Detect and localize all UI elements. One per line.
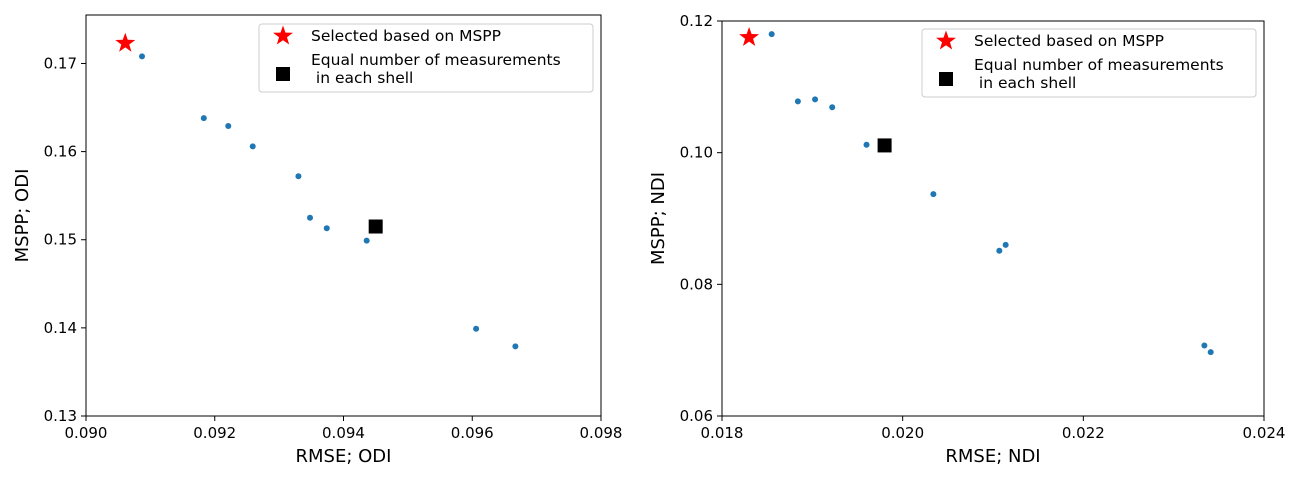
data-point [812,96,819,103]
x-tick-label: 0.024 [1243,424,1286,442]
y-tick-label: 0.12 [680,12,713,30]
data-point [863,141,870,148]
data-point [473,325,480,332]
data-point [829,104,836,111]
legend: Selected based on MSPP Equal number of me… [258,23,594,93]
data-point [1207,349,1214,356]
legend-entry-label: Selected based on MSPP [311,27,501,45]
y-tick-label: 0.10 [680,144,713,162]
legend-box [258,23,594,93]
x-tick-label: 0.092 [193,424,236,442]
x-tick-label: 0.020 [881,424,924,442]
data-point [323,225,330,232]
selected-mspp-marker [739,26,760,46]
y-tick-label: 0.06 [680,407,713,425]
y-tick-label: 0.16 [44,143,77,161]
legend: Selected based on MSPP Equal number of me… [921,28,1257,98]
data-point [768,31,775,38]
x-axis-label: RMSE; NDI [945,446,1040,467]
legend-star-marker [936,30,956,50]
chart-odi: 0.090 0.092 0.094 0.096 0.098 0.13 0.14 0.15 0.1… [12,14,623,467]
x-tick-label: 0.090 [65,424,108,442]
data-point [139,53,146,60]
data-point [1002,241,1009,248]
equal-measurements-marker [368,219,383,234]
data-point [307,214,314,221]
y-axis-label: MSPP; ODI [12,169,33,263]
y-tick-label: 0.15 [44,231,77,249]
legend-square-marker [276,67,290,81]
x-tick-label: 0.094 [322,424,365,442]
data-point [363,237,370,244]
data-point [200,115,207,122]
selected-mspp-marker [115,32,136,52]
legend-entry-label: Equal number of measurements in each she… [311,51,561,87]
legend-square-marker [939,72,953,86]
x-tick-label: 0.022 [1062,424,1105,442]
y-tick-label: 0.14 [44,319,77,337]
chart-ndi: 0.018 0.020 0.022 0.024 0.06 0.08 0.10 0.12 RMSE… [648,12,1285,467]
legend-box [921,28,1257,98]
axes-frame [721,20,1265,417]
data-point [930,191,937,198]
x-axis-label: RMSE; ODI [296,446,392,467]
data-point [512,343,519,350]
x-tick-label: 0.018 [701,424,744,442]
y-tick-label: 0.13 [44,407,77,425]
equal-measurements-marker [877,138,892,153]
x-tick-label: 0.096 [451,424,494,442]
data-point [225,123,232,130]
y-tick-label: 0.08 [680,275,713,293]
legend-entry-label: Selected based on MSPP [974,32,1164,50]
data-point [1201,342,1208,349]
y-axis-label: MSPP; NDI [648,172,669,265]
y-tick-label: 0.17 [44,54,77,72]
data-point [295,173,302,180]
x-tick-label: 0.098 [580,424,623,442]
legend-entry-label: Equal number of measurements in each she… [974,56,1224,92]
data-point [249,143,256,150]
legend-star-marker [273,25,293,45]
data-point [996,247,1003,254]
data-point [794,98,801,105]
